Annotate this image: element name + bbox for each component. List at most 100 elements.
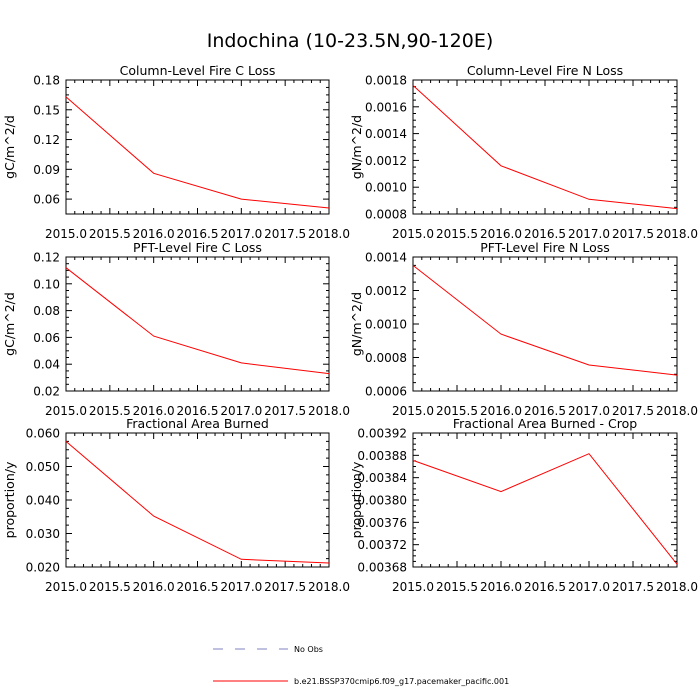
panel-title: Column-Level Fire N Loss	[467, 63, 623, 78]
plot-frame	[412, 79, 678, 215]
x-tick-label: 2016.0	[133, 580, 175, 594]
y-tick-label: 0.0006	[365, 385, 407, 399]
legend: No Obs b.e21.BSSP370cmip6.f09_g17.pacema…	[213, 645, 509, 686]
x-tick-label: 2017.5	[612, 404, 654, 418]
x-tick-label: 2017.5	[612, 227, 654, 241]
y-tick-label: 0.15	[33, 103, 60, 117]
y-tick-label: 0.0012	[365, 284, 407, 298]
x-tick-label: 2016.0	[480, 227, 522, 241]
x-tick-label: 2017.0	[220, 227, 262, 241]
figure-title: Indochina (10-23.5N,90-120E)	[206, 30, 494, 52]
x-tick-label: 2015.5	[436, 404, 478, 418]
y-tick-label: 0.0014	[365, 251, 407, 265]
y-tick-label: 0.0016	[365, 100, 407, 114]
y-axis-label: proportion/y	[2, 461, 17, 538]
x-tick-label: 2018.0	[308, 404, 350, 418]
x-tick-label: 2016.5	[524, 227, 566, 241]
x-tick-label: 2018.0	[656, 227, 698, 241]
y-tick-label: 0.02	[33, 385, 60, 399]
x-tick-label: 2015.5	[89, 404, 131, 418]
x-tick-label: 2017.0	[568, 227, 610, 241]
y-tick-label: 0.0008	[365, 208, 407, 222]
x-tick-label: 2017.5	[264, 227, 306, 241]
y-axis-label: proportion/y	[349, 461, 364, 538]
legend-obs-label: No Obs	[294, 645, 323, 654]
y-tick-label: 0.0014	[365, 127, 407, 141]
series-line	[65, 96, 330, 209]
plot-frame	[412, 432, 678, 568]
y-axis-label: gC/m^2/d	[2, 292, 17, 356]
x-tick-label: 2015.5	[89, 227, 131, 241]
y-tick-label: 0.06	[33, 193, 60, 207]
y-tick-label: 0.050	[26, 460, 60, 474]
y-tick-label: 0.08	[33, 304, 60, 318]
y-axis-label: gN/m^2/d	[349, 115, 364, 179]
plot-frame	[65, 79, 330, 215]
chart-panel-5: Fractional Area Burned proportion/y 2015.0…	[2, 416, 350, 594]
y-tick-label: 0.0008	[365, 351, 407, 365]
y-axis-label: gN/m^2/d	[349, 292, 364, 356]
y-tick-label: 0.18	[33, 74, 60, 88]
y-tick-label: 0.030	[26, 527, 60, 541]
y-tick-label: 0.04	[33, 358, 60, 372]
x-tick-label: 2017.5	[612, 580, 654, 594]
panel-title: Fractional Area Burned - Crop	[453, 416, 637, 431]
x-tick-label: 2015.0	[45, 580, 87, 594]
x-tick-label: 2017.5	[264, 580, 306, 594]
x-tick-label: 2016.5	[524, 404, 566, 418]
legend-model-label: b.e21.BSSP370cmip6.f09_g17.pacemaker_pac…	[294, 677, 509, 686]
y-tick-label: 0.00380	[357, 494, 407, 508]
x-tick-label: 2016.0	[480, 580, 522, 594]
y-axis-label: gC/m^2/d	[2, 115, 17, 179]
chart-panel-6: Fractional Area Burned - Crop proportion/…	[349, 416, 698, 594]
y-tick-label: 0.040	[26, 494, 60, 508]
y-tick-label: 0.00376	[357, 516, 407, 530]
series-line	[412, 265, 678, 376]
x-tick-label: 2015.5	[436, 227, 478, 241]
x-tick-label: 2016.0	[133, 227, 175, 241]
plot-frame	[65, 256, 330, 392]
x-tick-label: 2016.5	[177, 404, 219, 418]
x-tick-label: 2017.0	[220, 404, 262, 418]
x-tick-label: 2016.0	[133, 404, 175, 418]
y-tick-label: 0.10	[33, 277, 60, 291]
y-tick-label: 0.0012	[365, 154, 407, 168]
panel-title: PFT-Level Fire C Loss	[133, 240, 262, 255]
y-tick-label: 0.0010	[365, 181, 407, 195]
x-tick-label: 2016.0	[480, 404, 522, 418]
panel-title: PFT-Level Fire N Loss	[480, 240, 610, 255]
y-tick-label: 0.00392	[357, 427, 407, 441]
x-tick-label: 2015.5	[89, 580, 131, 594]
x-tick-label: 2016.5	[177, 580, 219, 594]
chart-panel-3: PFT-Level Fire C Loss gC/m^2/d 2015.0 2015.…	[2, 240, 350, 418]
x-tick-label: 2015.0	[45, 404, 87, 418]
chart-panel-4: PFT-Level Fire N Loss gN/m^2/d 2015.0 2015.…	[349, 240, 698, 418]
x-tick-label: 2017.0	[220, 580, 262, 594]
series-line	[65, 441, 330, 564]
x-tick-label: 2016.5	[177, 227, 219, 241]
y-tick-label: 0.00368	[357, 561, 407, 575]
x-tick-label: 2017.0	[568, 580, 610, 594]
y-tick-label: 0.0018	[365, 74, 407, 88]
x-tick-label: 2015.0	[392, 580, 434, 594]
x-tick-label: 2017.0	[568, 404, 610, 418]
y-tick-label: 0.020	[26, 561, 60, 575]
x-tick-label: 2018.0	[308, 580, 350, 594]
x-tick-label: 2015.5	[436, 580, 478, 594]
x-tick-label: 2015.0	[392, 404, 434, 418]
series-line	[412, 453, 678, 565]
x-tick-label: 2016.5	[524, 580, 566, 594]
y-tick-label: 0.06	[33, 331, 60, 345]
y-tick-label: 0.00372	[357, 538, 407, 552]
x-tick-label: 2015.0	[45, 227, 87, 241]
series-line	[412, 85, 678, 210]
y-tick-label: 0.12	[33, 251, 60, 265]
y-tick-label: 0.060	[26, 427, 60, 441]
x-tick-label: 2018.0	[656, 404, 698, 418]
panel-title: Fractional Area Burned	[126, 416, 269, 431]
plot-frame	[65, 432, 330, 568]
